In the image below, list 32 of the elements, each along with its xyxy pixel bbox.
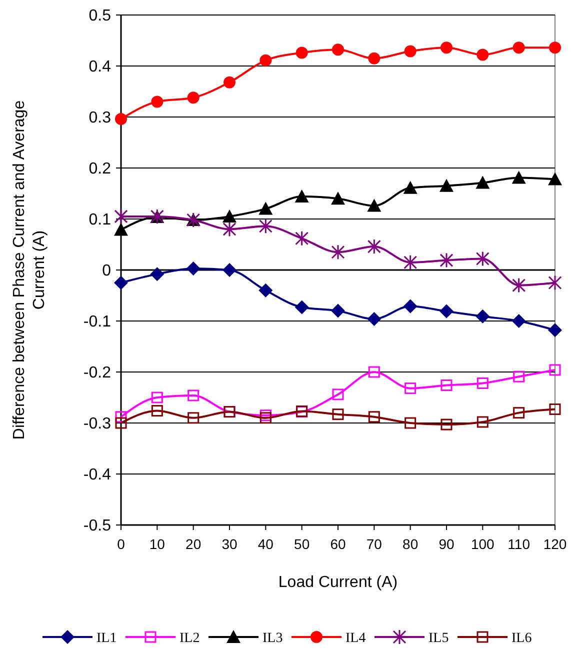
y-tick-label: 0.1 [88, 212, 112, 229]
y-tick-label: 0.5 [88, 8, 112, 25]
y-tick-label: 0.3 [88, 110, 112, 127]
x-tick-label: 10 [149, 536, 166, 552]
x-tick-label: 110 [508, 536, 530, 552]
legend-label: IL5 [428, 630, 449, 646]
x-tick-label: 90 [438, 536, 454, 552]
legend-label: IL3 [262, 630, 283, 646]
y-axis-title: Difference between Phase Current and Average Current (A) [11, 100, 48, 440]
legend-label: IL4 [346, 630, 366, 646]
x-tick-label: 30 [222, 536, 238, 552]
x-tick-label: 80 [402, 536, 418, 552]
y-tick-label: -0.2 [83, 364, 112, 382]
x-tick-label: 50 [294, 536, 310, 552]
y-tick-label: -0.5 [83, 518, 112, 535]
x-tick-label: 70 [366, 536, 382, 552]
legend-label: IL6 [512, 630, 532, 646]
x-tick-label: 20 [186, 536, 202, 552]
x-tick-label: 120 [543, 536, 567, 552]
y-tick-label: -0.3 [83, 416, 112, 433]
x-tick-label: 60 [330, 536, 346, 552]
x-tick-label: 100 [470, 536, 495, 552]
y-tick-label: -0.4 [83, 466, 112, 484]
legend-label: IL1 [96, 630, 117, 646]
y-tick-label: -0.1 [83, 314, 112, 331]
x-axis-title: Load Current (A) [278, 574, 398, 591]
y-tick-label: 0 [102, 262, 112, 280]
x-tick-label: 0 [117, 536, 126, 552]
y-tick-label: 0.2 [88, 160, 112, 178]
x-tick-label: 40 [258, 536, 274, 552]
y-tick-label: 0.4 [88, 58, 112, 76]
legend-label: IL2 [180, 630, 200, 646]
